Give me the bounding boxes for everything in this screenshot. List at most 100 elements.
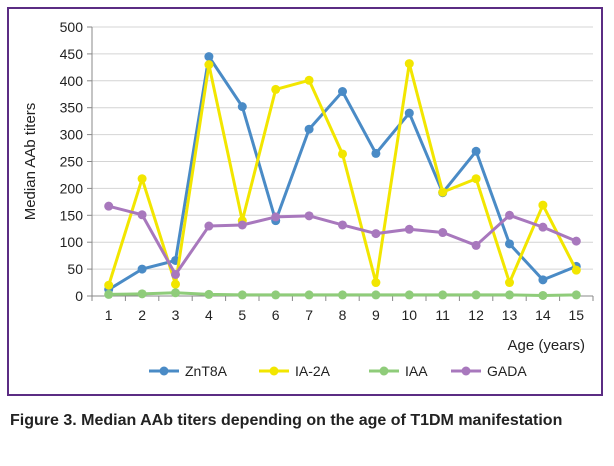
data-point-iaa: [304, 290, 314, 300]
data-point-gada: [304, 211, 314, 221]
data-point-gada: [204, 221, 214, 231]
legend-marker-iaa: [379, 366, 389, 376]
data-point-znt8a: [404, 108, 414, 118]
data-point-gada: [237, 220, 247, 230]
data-point-ia-2a: [505, 278, 514, 288]
data-point-gada: [338, 220, 347, 230]
data-point-ia-2a: [104, 280, 114, 290]
legend-label-znt8a: ZnT8A: [185, 363, 228, 379]
y-tick-label: 250: [60, 154, 84, 170]
data-point-gada: [371, 229, 381, 239]
data-point-gada: [438, 228, 448, 238]
data-point-iaa: [338, 290, 347, 300]
data-point-znt8a: [538, 275, 548, 285]
data-point-ia-2a: [404, 59, 414, 69]
legend-marker-ia-2a: [269, 366, 279, 376]
data-point-ia-2a: [204, 60, 214, 70]
data-point-iaa: [171, 288, 180, 298]
figure-caption: Figure 3. Median AAb titers depending on…: [10, 412, 563, 429]
data-point-iaa: [571, 290, 581, 300]
data-point-iaa: [471, 290, 481, 300]
x-axis-title: Age (years): [507, 337, 585, 354]
x-tick-label: 10: [402, 307, 418, 323]
chart-frame: 0 50 100 150 200 250 300 350 400 450 500 1 2 3 4 5 6 7 8 9 1…: [7, 7, 603, 396]
x-tick-label: 6: [272, 307, 280, 323]
data-point-iaa: [271, 290, 281, 300]
x-tick-label: 4: [205, 307, 213, 323]
data-point-iaa: [237, 290, 247, 300]
data-point-iaa: [137, 289, 147, 299]
data-point-iaa: [371, 290, 381, 300]
x-tick-label: 7: [305, 307, 313, 323]
legend-label-iaa: IAA: [405, 363, 428, 379]
data-point-znt8a: [204, 52, 214, 62]
y-tick-label: 150: [60, 207, 84, 223]
data-point-gada: [571, 236, 581, 246]
data-point-gada: [538, 222, 548, 232]
y-axis-title: Median AAb titers: [22, 103, 39, 221]
data-point-gada: [404, 224, 414, 234]
x-tick-label: 1: [105, 307, 113, 323]
data-point-znt8a: [338, 87, 347, 97]
y-tick-label: 400: [60, 73, 84, 89]
data-point-znt8a: [137, 264, 147, 274]
y-tick-label: 100: [60, 234, 84, 250]
y-tick-label: 300: [60, 127, 84, 143]
x-tick-label: 3: [172, 307, 180, 323]
data-point-ia-2a: [571, 265, 581, 275]
data-point-iaa: [204, 289, 214, 299]
series-line-ia-2a: [107, 62, 578, 286]
data-point-znt8a: [371, 148, 381, 158]
legend-marker-znt8a: [159, 366, 169, 376]
series-group: [104, 52, 581, 300]
data-point-iaa: [438, 290, 448, 300]
x-tick-label: 13: [502, 307, 518, 323]
x-tick-label: 2: [138, 307, 146, 323]
y-tick-label: 50: [67, 261, 83, 277]
data-point-gada: [505, 210, 514, 220]
data-point-znt8a: [237, 102, 247, 112]
data-point-ia-2a: [338, 149, 347, 159]
data-point-znt8a: [304, 124, 314, 134]
data-point-iaa: [505, 290, 514, 300]
data-point-ia-2a: [137, 174, 147, 184]
series-iaa: [104, 288, 581, 300]
data-point-gada: [271, 212, 281, 222]
y-tick-label: 500: [60, 19, 84, 35]
data-point-ia-2a: [171, 279, 180, 289]
data-point-gada: [171, 269, 180, 279]
x-tick-label: 5: [238, 307, 246, 323]
x-tick-label: 9: [372, 307, 380, 323]
data-point-gada: [471, 240, 481, 250]
x-tick-label: 14: [535, 307, 551, 323]
legend-label-gada: GADA: [487, 363, 527, 379]
data-point-znt8a: [471, 146, 481, 156]
data-point-znt8a: [505, 239, 514, 249]
data-point-ia-2a: [438, 187, 448, 197]
data-point-gada: [137, 210, 147, 220]
x-tick-label: 8: [339, 307, 347, 323]
y-tick-label: 200: [60, 180, 84, 196]
legend-label-ia-2a: IA-2A: [295, 363, 331, 379]
data-point-iaa: [538, 290, 548, 300]
series-znt8a: [104, 52, 581, 295]
legend-marker-gada: [461, 366, 471, 376]
gridlines: [92, 26, 593, 270]
series-gada: [104, 201, 581, 279]
x-tick-label: 11: [435, 307, 450, 323]
x-tick-label: 15: [569, 307, 585, 323]
y-tick-label: 350: [60, 100, 84, 116]
data-point-ia-2a: [371, 278, 381, 288]
data-point-ia-2a: [538, 200, 548, 210]
x-tick-label: 12: [468, 307, 484, 323]
data-point-ia-2a: [271, 84, 281, 94]
data-point-ia-2a: [304, 75, 314, 85]
data-point-gada: [104, 201, 114, 211]
data-point-ia-2a: [471, 174, 481, 184]
data-point-iaa: [404, 290, 414, 300]
legend: ZnT8A IA-2A IAA GADA: [149, 363, 527, 379]
data-point-iaa: [104, 289, 114, 299]
y-tick-label: 0: [75, 288, 83, 304]
